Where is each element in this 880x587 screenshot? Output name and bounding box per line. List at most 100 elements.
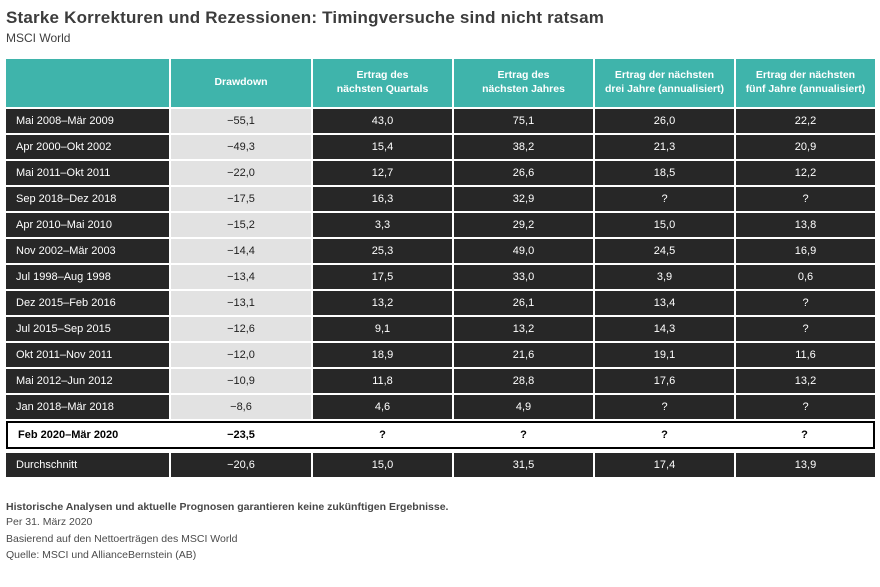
value-cell: 75,1	[454, 109, 593, 133]
header-cell-next-five-years: Ertrag der nächsten fünf Jahre (annualis…	[736, 59, 875, 107]
drawdown-cell: −12,0	[171, 343, 311, 367]
value-cell: 49,0	[454, 239, 593, 263]
returns-table: Drawdown Ertrag des nächsten Quartals Er…	[6, 59, 875, 477]
footnotes: Historische Analysen und aktuelle Progno…	[6, 501, 875, 563]
value-cell: 4,9	[454, 395, 593, 419]
value-cell: 16,3	[313, 187, 452, 211]
period-cell: Apr 2010–Mai 2010	[6, 213, 169, 237]
header-cell-drawdown: Drawdown	[171, 59, 311, 107]
period-cell: Jul 2015–Sep 2015	[6, 317, 169, 341]
value-cell: 12,7	[313, 161, 452, 185]
value-cell: 18,5	[595, 161, 734, 185]
value-cell: ?	[595, 395, 734, 419]
value-cell: 11,6	[736, 343, 875, 367]
header-cell-next-three-years: Ertrag der nächsten drei Jahre (annualis…	[595, 59, 734, 107]
table-row: Jul 2015–Sep 2015 −12,6 9,1 13,2 14,3?	[6, 317, 875, 341]
average-row: Durchschnitt −20,6 15,0 31,5 17,4 13,9	[6, 453, 875, 477]
drawdown-cell: −20,6	[171, 453, 311, 477]
table-row: Apr 2000–Okt 2002 −49,3 15,4 38,2 21,3 20,9	[6, 135, 875, 159]
value-cell: 20,9	[736, 135, 875, 159]
as-of-date: Per 31. März 2020	[6, 516, 93, 528]
value-cell: ?	[595, 423, 734, 447]
drawdown-cell: −17,5	[171, 187, 311, 211]
table-row: Jan 2018–Mär 2018 −8,6 4,6 4,9??	[6, 395, 875, 419]
value-cell: ?	[595, 187, 734, 211]
value-cell: 13,9	[736, 453, 875, 477]
period-cell: Mai 2012–Jun 2012	[6, 369, 169, 393]
period-cell: Dez 2015–Feb 2016	[6, 291, 169, 315]
drawdown-cell: −10,9	[171, 369, 311, 393]
value-cell: 3,9	[595, 265, 734, 289]
value-cell: 15,0	[595, 213, 734, 237]
value-cell: ?	[736, 395, 875, 419]
value-cell: 25,3	[313, 239, 452, 263]
basis-note: Basierend auf den Nettoerträgen des MSCI…	[6, 532, 238, 545]
value-cell: 13,2	[454, 317, 593, 341]
value-cell: 14,3	[595, 317, 734, 341]
value-cell: 4,6	[313, 395, 452, 419]
drawdown-cell: −23,5	[171, 423, 311, 447]
value-cell: 3,3	[313, 213, 452, 237]
value-cell: 18,9	[313, 343, 452, 367]
value-cell: 22,2	[736, 109, 875, 133]
value-cell: 24,5	[595, 239, 734, 263]
table-row: Nov 2002–Mär 2003 −14,4 25,3 49,0 24,5 16,9	[6, 239, 875, 263]
value-cell: 13,8	[736, 213, 875, 237]
value-cell: ?	[736, 317, 875, 341]
table-body: Mai 2008–Mär 2009 −55,1 43,0 75,1 26,0 22,2 Ap…	[6, 109, 875, 419]
value-cell: 12,2	[736, 161, 875, 185]
period-cell: Nov 2002–Mär 2003	[6, 239, 169, 263]
table-row: Dez 2015–Feb 2016 −13,1 13,2 26,1 13,4?	[6, 291, 875, 315]
value-cell: ?	[736, 291, 875, 315]
period-cell: Mai 2008–Mär 2009	[6, 109, 169, 133]
drawdown-cell: −14,4	[171, 239, 311, 263]
value-cell: 21,3	[595, 135, 734, 159]
page: Starke Korrekturen und Rezessionen: Timi…	[6, 8, 875, 563]
table-row: Mai 2012–Jun 2012 −10,9 11,8 28,8 17,6 13,2	[6, 369, 875, 393]
value-cell: 17,5	[313, 265, 452, 289]
drawdown-cell: −13,1	[171, 291, 311, 315]
value-cell: 28,8	[454, 369, 593, 393]
period-cell: Sep 2018–Dez 2018	[6, 187, 169, 211]
value-cell: 15,4	[313, 135, 452, 159]
period-cell: Jul 1998–Aug 1998	[6, 265, 169, 289]
header-cell-next-quarter: Ertrag des nächsten Quartals	[313, 59, 452, 107]
table-row: Jul 1998–Aug 1998 −13,4 17,5 33,0 3,9 0,6	[6, 265, 875, 289]
drawdown-cell: −49,3	[171, 135, 311, 159]
table-row: Sep 2018–Dez 2018 −17,5 16,3 32,9??	[6, 187, 875, 211]
disclaimer-text: Historische Analysen und aktuelle Progno…	[6, 501, 449, 513]
drawdown-cell: −22,0	[171, 161, 311, 185]
drawdown-cell: −8,6	[171, 395, 311, 419]
value-cell: 32,9	[454, 187, 593, 211]
table-header-row: Drawdown Ertrag des nächsten Quartals Er…	[6, 59, 875, 107]
period-cell: Mai 2011–Okt 2011	[6, 161, 169, 185]
drawdown-cell: −15,2	[171, 213, 311, 237]
value-cell: ?	[313, 423, 452, 447]
value-cell: 13,4	[595, 291, 734, 315]
period-cell: Feb 2020–Mär 2020	[8, 423, 169, 447]
value-cell: 21,6	[454, 343, 593, 367]
value-cell: ?	[736, 187, 875, 211]
header-cell-next-year: Ertrag des nächsten Jahres	[454, 59, 593, 107]
period-cell: Jan 2018–Mär 2018	[6, 395, 169, 419]
source-note: Quelle: MSCI und AllianceBernstein (AB)	[6, 549, 197, 562]
page-subtitle: MSCI World	[6, 31, 71, 45]
value-cell: 19,1	[595, 343, 734, 367]
value-cell: 15,0	[313, 453, 452, 477]
period-cell: Okt 2011–Nov 2011	[6, 343, 169, 367]
header-cell-period	[6, 59, 169, 107]
period-cell: Apr 2000–Okt 2002	[6, 135, 169, 159]
value-cell: 13,2	[736, 369, 875, 393]
value-cell: ?	[736, 423, 873, 447]
value-cell: 17,4	[595, 453, 734, 477]
value-cell: 26,6	[454, 161, 593, 185]
table-row: Apr 2010–Mai 2010 −15,2 3,3 29,2 15,0 13,8	[6, 213, 875, 237]
value-cell: 43,0	[313, 109, 452, 133]
value-cell: 29,2	[454, 213, 593, 237]
value-cell: 0,6	[736, 265, 875, 289]
value-cell: 26,0	[595, 109, 734, 133]
value-cell: ?	[454, 423, 593, 447]
table-row: Mai 2008–Mär 2009 −55,1 43,0 75,1 26,0 22,2	[6, 109, 875, 133]
value-cell: 33,0	[454, 265, 593, 289]
period-cell: Durchschnitt	[6, 453, 169, 477]
